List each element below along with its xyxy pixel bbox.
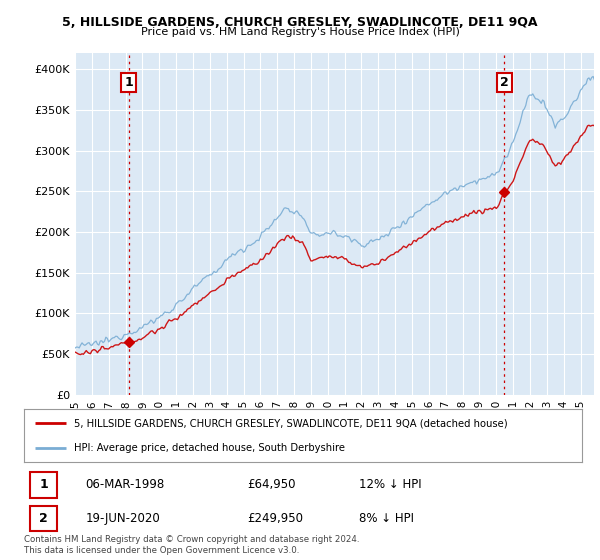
Text: 1: 1 (39, 478, 48, 491)
Text: £249,950: £249,950 (247, 512, 303, 525)
Text: Contains HM Land Registry data © Crown copyright and database right 2024.
This d: Contains HM Land Registry data © Crown c… (24, 535, 359, 555)
Text: Price paid vs. HM Land Registry's House Price Index (HPI): Price paid vs. HM Land Registry's House … (140, 27, 460, 37)
FancyBboxPatch shape (29, 472, 58, 497)
Text: 12% ↓ HPI: 12% ↓ HPI (359, 478, 421, 491)
Text: 2: 2 (39, 512, 48, 525)
Text: 8% ↓ HPI: 8% ↓ HPI (359, 512, 414, 525)
Text: 5, HILLSIDE GARDENS, CHURCH GRESLEY, SWADLINCOTE, DE11 9QA: 5, HILLSIDE GARDENS, CHURCH GRESLEY, SWA… (62, 16, 538, 29)
Text: 5, HILLSIDE GARDENS, CHURCH GRESLEY, SWADLINCOTE, DE11 9QA (detached house): 5, HILLSIDE GARDENS, CHURCH GRESLEY, SWA… (74, 418, 508, 428)
Text: 1: 1 (124, 76, 133, 88)
Text: 2: 2 (500, 76, 509, 88)
Text: £64,950: £64,950 (247, 478, 296, 491)
Text: 06-MAR-1998: 06-MAR-1998 (85, 478, 164, 491)
FancyBboxPatch shape (29, 506, 58, 531)
Text: HPI: Average price, detached house, South Derbyshire: HPI: Average price, detached house, Sout… (74, 442, 345, 452)
Text: 19-JUN-2020: 19-JUN-2020 (85, 512, 160, 525)
